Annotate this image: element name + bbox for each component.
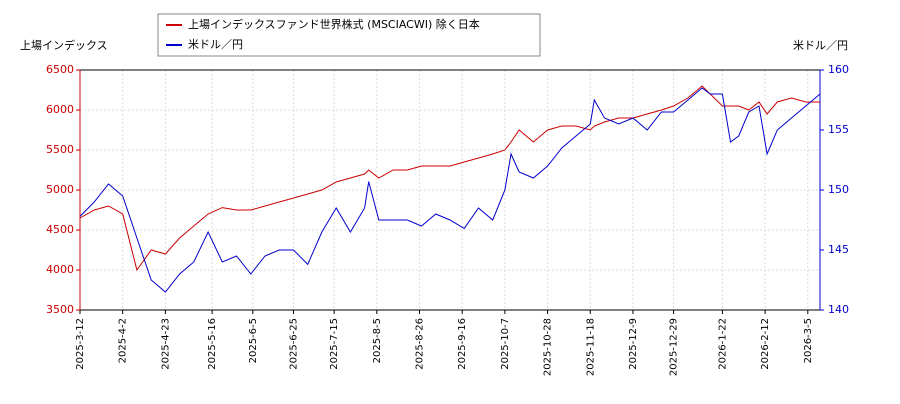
x-tick-label: 2025-5-16 xyxy=(207,318,218,370)
y-tick-label: 5500 xyxy=(46,143,74,156)
legend xyxy=(157,13,541,57)
y-tick-label: 4500 xyxy=(46,223,74,236)
x-tick-label: 2025-3-12 xyxy=(75,318,86,370)
y2-tick-label: 150 xyxy=(828,183,849,196)
x-tick-label: 2025-11-18 xyxy=(585,318,596,376)
legend-label: 上場インデックスファンド世界株式 (MSCIACWI) 除く日本 xyxy=(188,17,480,31)
y2-tick-label: 140 xyxy=(828,303,849,316)
series-line xyxy=(79,87,821,293)
x-tick-label: 2025-6-5 xyxy=(248,318,259,363)
y-tick-label: 6500 xyxy=(46,63,74,76)
x-tick-label: 2025-12-9 xyxy=(628,318,639,370)
y-tick-label: 6000 xyxy=(46,103,74,116)
x-tick-label: 2025-4-2 xyxy=(118,318,129,363)
x-tick-label: 2025-8-5 xyxy=(372,318,383,363)
legend-label: 米ドル／円 xyxy=(188,38,243,51)
x-tick-label: 2026-1-22 xyxy=(717,318,728,370)
x-tick-label: 2025-8-26 xyxy=(415,318,426,370)
y-tick-label: 4000 xyxy=(46,263,74,276)
x-tick-label: 2025-4-23 xyxy=(160,318,171,370)
series-line xyxy=(79,85,820,272)
y-axis-label: 上場インデックス xyxy=(20,38,108,52)
y-tick-label: 5000 xyxy=(46,183,74,196)
y-tick-label: 3500 xyxy=(46,303,74,316)
x-tick-label: 2025-6-25 xyxy=(288,318,299,370)
x-tick-label: 2025-9-16 xyxy=(457,318,468,370)
x-tick-label: 2025-12-29 xyxy=(669,318,680,376)
x-tick-label: 2025-7-15 xyxy=(329,318,340,370)
y2-tick-label: 160 xyxy=(828,63,849,76)
y2-tick-label: 145 xyxy=(828,243,849,256)
x-tick-label: 2026-3-5 xyxy=(803,318,814,363)
y2-tick-label: 155 xyxy=(828,123,849,136)
y2-axis-label: 米ドル／円 xyxy=(793,39,848,52)
x-tick-label: 2025-10-7 xyxy=(500,318,511,370)
x-tick-label: 2026-2-12 xyxy=(760,318,771,370)
x-tick-label: 2025-10-28 xyxy=(543,318,554,376)
